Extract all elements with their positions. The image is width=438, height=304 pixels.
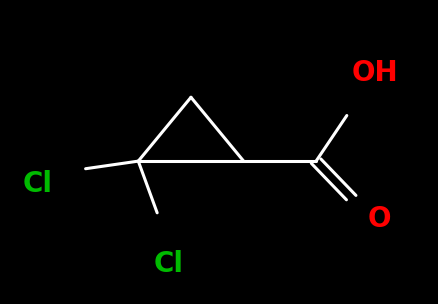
Text: O: O bbox=[367, 205, 391, 233]
Text: Cl: Cl bbox=[22, 170, 52, 198]
Text: Cl: Cl bbox=[154, 250, 184, 278]
Text: OH: OH bbox=[351, 59, 398, 87]
